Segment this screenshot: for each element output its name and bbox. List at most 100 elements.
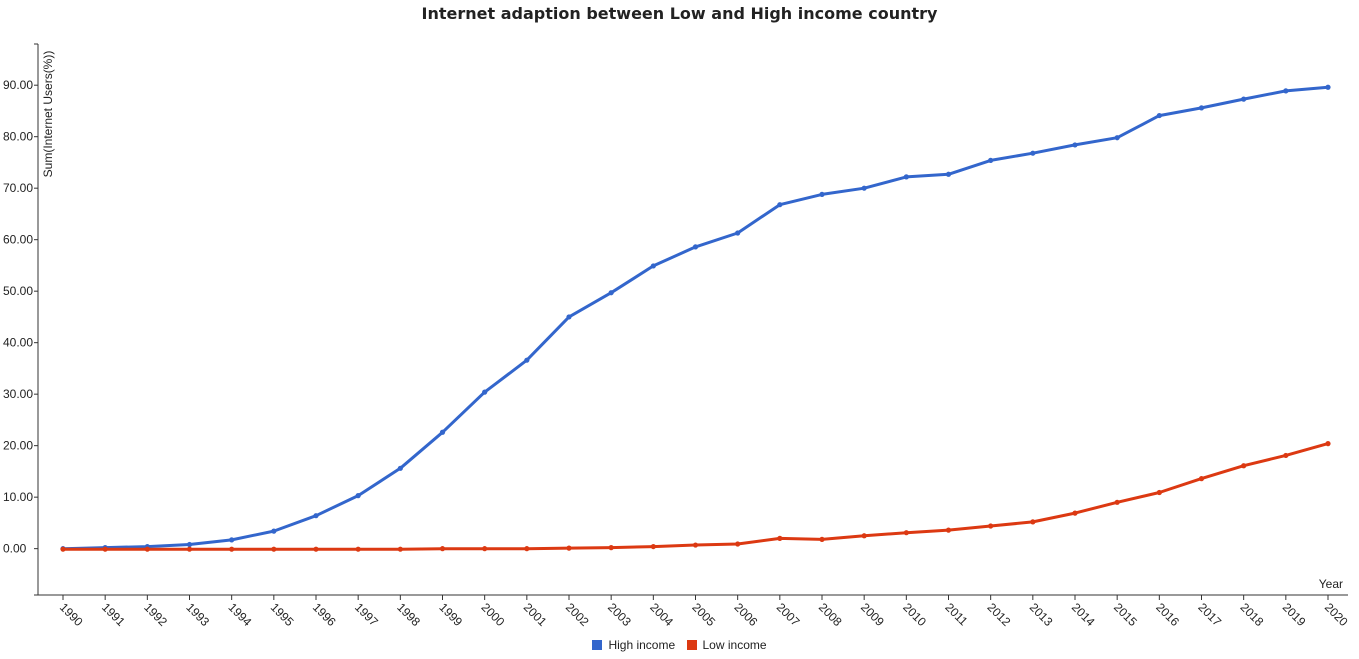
x-tick-label: 2013 <box>1027 600 1056 629</box>
data-point-high-income[interactable] <box>1114 135 1120 141</box>
data-point-high-income[interactable] <box>945 171 952 177</box>
x-tick-label: 2010 <box>900 600 929 629</box>
y-axis-label: Sum(Internet Users(%)) <box>41 51 55 178</box>
data-point-high-income[interactable] <box>903 174 909 180</box>
data-point-high-income[interactable] <box>608 290 614 296</box>
data-point-low-income[interactable] <box>397 546 403 552</box>
data-point-high-income[interactable] <box>271 528 277 534</box>
data-point-low-income[interactable] <box>524 546 530 552</box>
data-point-low-income[interactable] <box>945 527 952 533</box>
data-point-low-income[interactable] <box>355 546 361 552</box>
data-point-high-income[interactable] <box>186 541 193 548</box>
data-point-low-income[interactable] <box>1241 463 1247 469</box>
data-point-low-income[interactable] <box>777 535 783 541</box>
data-point-high-income[interactable] <box>1072 142 1078 148</box>
data-point-high-income[interactable] <box>313 513 319 519</box>
series-line-low-income <box>61 442 1330 551</box>
data-point-high-income[interactable] <box>439 429 446 435</box>
x-tick-label: 1994 <box>226 600 255 629</box>
data-point-high-income[interactable] <box>1241 96 1247 102</box>
x-tick-label: 2002 <box>563 600 592 629</box>
data-point-low-income[interactable] <box>1283 452 1289 459</box>
data-point-low-income[interactable] <box>1198 476 1205 482</box>
data-point-high-income[interactable] <box>566 314 572 320</box>
data-point-low-income[interactable] <box>439 546 446 552</box>
data-point-low-income[interactable] <box>735 541 741 547</box>
data-point-high-income[interactable] <box>229 537 235 543</box>
x-tick-label: 2017 <box>1195 600 1224 629</box>
y-tick-label: 40.00 <box>3 336 33 350</box>
y-tick-label: 10.00 <box>3 490 33 504</box>
chart-title: Internet adaption between Low and High i… <box>421 4 938 23</box>
series-line-high-income <box>61 85 1330 551</box>
x-tick-label: 2008 <box>816 600 845 629</box>
data-point-high-income[interactable] <box>1030 150 1036 156</box>
data-point-low-income[interactable] <box>186 546 193 552</box>
data-point-high-income[interactable] <box>1198 105 1205 111</box>
data-point-low-income[interactable] <box>144 546 150 552</box>
data-point-low-income[interactable] <box>650 543 656 550</box>
y-axis-ticks: 0.00 10.00 20.00 30.00 40.00 50.00 60.00 70.00 8… <box>3 43 38 596</box>
data-point-high-income[interactable] <box>397 465 403 471</box>
data-point-high-income[interactable] <box>1156 112 1162 119</box>
data-point-low-income[interactable] <box>1114 499 1120 505</box>
x-tick-label: 2004 <box>647 600 676 629</box>
legend: High income Low income <box>0 638 1359 653</box>
x-tick-label: 2001 <box>521 600 550 629</box>
series-layer <box>60 84 1331 552</box>
y-tick-label: 20.00 <box>3 439 33 453</box>
x-tick-label: 2019 <box>1280 600 1309 629</box>
x-tick-label: 1991 <box>99 600 128 629</box>
data-point-high-income[interactable] <box>692 244 699 250</box>
axes <box>37 44 1348 596</box>
data-point-high-income[interactable] <box>819 191 825 197</box>
data-point-high-income[interactable] <box>482 389 488 395</box>
y-tick-label: 60.00 <box>3 233 33 247</box>
data-point-high-income[interactable] <box>861 185 867 191</box>
series-high-income <box>60 84 1331 552</box>
data-point-low-income[interactable] <box>229 546 235 552</box>
data-point-low-income[interactable] <box>819 536 825 542</box>
x-tick-label: 2000 <box>479 600 508 629</box>
x-tick-label: 2003 <box>605 600 634 629</box>
data-point-low-income[interactable] <box>608 545 614 551</box>
x-tick-label: 2016 <box>1153 600 1182 629</box>
data-point-high-income[interactable] <box>735 230 741 236</box>
legend-item-high-income[interactable]: High income <box>592 638 675 652</box>
data-point-low-income[interactable] <box>313 546 319 552</box>
data-point-high-income[interactable] <box>524 357 530 363</box>
x-tick-label: 1998 <box>394 600 423 629</box>
data-point-low-income[interactable] <box>692 542 699 548</box>
x-tick-label: 1993 <box>183 600 212 629</box>
data-point-low-income[interactable] <box>1030 519 1036 525</box>
data-point-high-income[interactable] <box>988 157 994 163</box>
data-point-low-income[interactable] <box>482 546 488 552</box>
data-point-high-income[interactable] <box>1325 84 1331 90</box>
data-point-low-income[interactable] <box>60 546 66 552</box>
data-point-low-income[interactable] <box>102 546 108 552</box>
data-point-low-income[interactable] <box>1072 510 1078 516</box>
data-point-low-income[interactable] <box>988 523 994 529</box>
x-tick-label: 2015 <box>1111 600 1140 629</box>
data-point-low-income[interactable] <box>861 533 867 539</box>
data-point-high-income[interactable] <box>777 202 783 208</box>
y-tick-label: 80.00 <box>3 130 33 144</box>
data-point-low-income[interactable] <box>1156 489 1162 496</box>
data-point-low-income[interactable] <box>566 545 572 551</box>
legend-label-low-income: Low income <box>702 638 767 652</box>
legend-item-low-income[interactable]: Low income <box>686 638 767 652</box>
data-point-high-income[interactable] <box>1283 88 1289 94</box>
data-point-low-income[interactable] <box>271 546 277 552</box>
x-tick-label: 1990 <box>57 600 86 629</box>
x-tick-label: 2011 <box>942 600 970 628</box>
data-point-low-income[interactable] <box>903 530 909 536</box>
x-tick-label: 1992 <box>141 600 170 629</box>
data-point-high-income[interactable] <box>650 263 656 269</box>
x-tick-label: 2018 <box>1238 600 1267 629</box>
data-point-low-income[interactable] <box>1325 441 1331 447</box>
y-tick-label: 50.00 <box>3 284 33 298</box>
x-axis-ticks: 1990 1991 1992 1993 1994 1995 1996 1997 1998 1999… <box>57 595 1351 629</box>
data-point-high-income[interactable] <box>355 493 361 499</box>
x-tick-label: 2007 <box>774 600 803 629</box>
x-tick-label: 2012 <box>985 600 1014 629</box>
